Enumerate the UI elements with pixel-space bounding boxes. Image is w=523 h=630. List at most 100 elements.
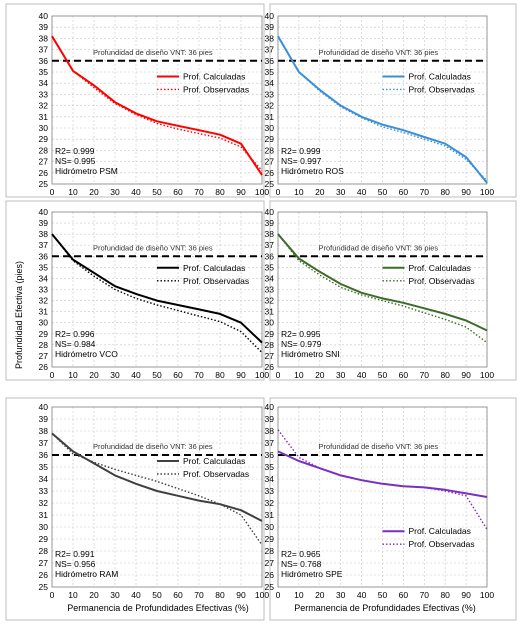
x-tick-label: 10 <box>68 590 78 600</box>
x-tick-label: 60 <box>173 370 183 380</box>
design-depth-label: Profundidad de diseño VNT: 36 pies <box>318 243 438 252</box>
series-line-observadas <box>51 35 263 172</box>
y-tick-label: 38 <box>39 426 49 436</box>
y-tick-label: 28 <box>265 340 275 350</box>
y-tick-label: 36 <box>265 450 275 460</box>
panel-frame <box>5 200 265 381</box>
y-tick-label: 29 <box>39 329 49 339</box>
x-tick-label: 20 <box>89 370 99 380</box>
legend-label: Prof. Observadas <box>409 84 475 94</box>
y-tick-label: 34 <box>265 273 275 283</box>
stat-label: R2= 0.999 <box>281 146 321 156</box>
x-tick-label: 10 <box>294 370 304 380</box>
series-line-calculadas <box>277 450 488 498</box>
station-label: Hidrómetro RAM <box>55 569 118 579</box>
y-tick-label: 27 <box>265 558 275 568</box>
x-tick-label: 80 <box>215 187 225 197</box>
x-tick-label: 50 <box>378 590 388 600</box>
y-tick-label: 27 <box>39 558 49 568</box>
y-tick-label: 40 <box>265 207 275 217</box>
y-tick-label: 33 <box>265 486 275 496</box>
y-tick-label: 32 <box>265 101 275 111</box>
series-line-calculadas <box>51 233 263 344</box>
y-tick-label: 37 <box>265 438 275 448</box>
y-tick-label: 32 <box>265 296 275 306</box>
y-tick-label: 30 <box>265 522 275 532</box>
design-depth-label: Profundidad de diseño VNT: 36 pies <box>93 442 213 451</box>
y-tick-label: 30 <box>39 522 49 532</box>
x-tick-label: 60 <box>399 370 409 380</box>
y-tick-label: 28 <box>265 546 275 556</box>
y-tick-label: 31 <box>39 307 49 317</box>
y-tick-label: 28 <box>39 340 49 350</box>
station-label: Hidrómetro ROS <box>281 166 344 176</box>
x-tick-label: 40 <box>131 187 141 197</box>
plot-area <box>277 211 488 368</box>
stat-label: R2= 0.965 <box>281 549 321 559</box>
x-tick-label: 70 <box>420 187 430 197</box>
x-tick-label: 90 <box>461 187 471 197</box>
x-tick-label: 50 <box>152 187 162 197</box>
y-tick-label: 26 <box>265 362 275 372</box>
y-tick-label: 29 <box>265 534 275 544</box>
plot-area <box>51 211 263 368</box>
stat-label: NS= 0.995 <box>55 156 96 166</box>
panel-frame <box>5 3 265 198</box>
x-tick-label: 60 <box>173 590 183 600</box>
legend-label: Prof. Observadas <box>183 276 249 286</box>
legend-label: Prof. Observadas <box>183 469 249 479</box>
plot-area <box>277 15 488 185</box>
y-tick-label: 35 <box>39 462 49 472</box>
plot-area <box>51 15 263 185</box>
panel-frame <box>5 397 265 621</box>
x-tick-label: 30 <box>110 370 120 380</box>
y-tick-label: 34 <box>265 474 275 484</box>
y-tick-label: 37 <box>39 45 49 55</box>
y-tick-label: 39 <box>39 22 49 32</box>
x-tick-label: 40 <box>357 187 367 197</box>
x-tick-label: 100 <box>480 370 494 380</box>
y-tick-label: 29 <box>39 534 49 544</box>
y-tick-label: 30 <box>265 318 275 328</box>
panel-frame <box>269 3 517 198</box>
x-tick-label: 70 <box>194 187 204 197</box>
y-tick-label: 27 <box>39 351 49 361</box>
x-tick-label: 70 <box>420 590 430 600</box>
y-tick-label: 34 <box>39 78 49 88</box>
x-tick-label: 40 <box>131 370 141 380</box>
chart-panel-6: 25 26 27 28 29 30 31 32 33 34 35 36 37 38 39 40 0 10 20 30 4… <box>265 397 517 621</box>
x-tick-label: 40 <box>357 370 367 380</box>
y-tick-label: 30 <box>39 123 49 133</box>
x-tick-label: 70 <box>194 370 204 380</box>
y-tick-label: 38 <box>265 426 275 436</box>
x-tick-label: 0 <box>276 370 281 380</box>
x-tick-label: 100 <box>255 590 269 600</box>
y-tick-label: 32 <box>39 101 49 111</box>
legend-label: Prof. Observadas <box>409 539 475 549</box>
x-tick-label: 90 <box>461 370 471 380</box>
x-tick-label: 100 <box>480 590 494 600</box>
y-tick-label: 40 <box>265 402 275 412</box>
y-tick-label: 34 <box>265 78 275 88</box>
x-tick-label: 100 <box>480 187 494 197</box>
stat-label: NS= 0.979 <box>281 339 322 349</box>
legend-label: Prof. Calculadas <box>409 263 471 273</box>
x-axis-label-left: Permanencia de Profundidades Efectivas (… <box>67 603 249 613</box>
x-tick-label: 0 <box>276 187 281 197</box>
series-line-observadas <box>277 35 488 182</box>
x-tick-label: 90 <box>236 590 246 600</box>
x-tick-label: 10 <box>294 590 304 600</box>
design-depth-label: Profundidad de diseño VNT: 36 pies <box>318 48 438 57</box>
y-tick-label: 27 <box>265 351 275 361</box>
x-tick-label: 30 <box>336 590 346 600</box>
y-tick-label: 39 <box>39 414 49 424</box>
stat-label: NS= 0.768 <box>281 559 322 569</box>
y-tick-label: 32 <box>39 498 49 508</box>
y-tick-label: 30 <box>39 318 49 328</box>
stat-label: R2= 0.991 <box>55 549 95 559</box>
x-tick-label: 40 <box>357 590 367 600</box>
x-tick-label: 10 <box>68 187 78 197</box>
y-tick-label: 37 <box>39 438 49 448</box>
